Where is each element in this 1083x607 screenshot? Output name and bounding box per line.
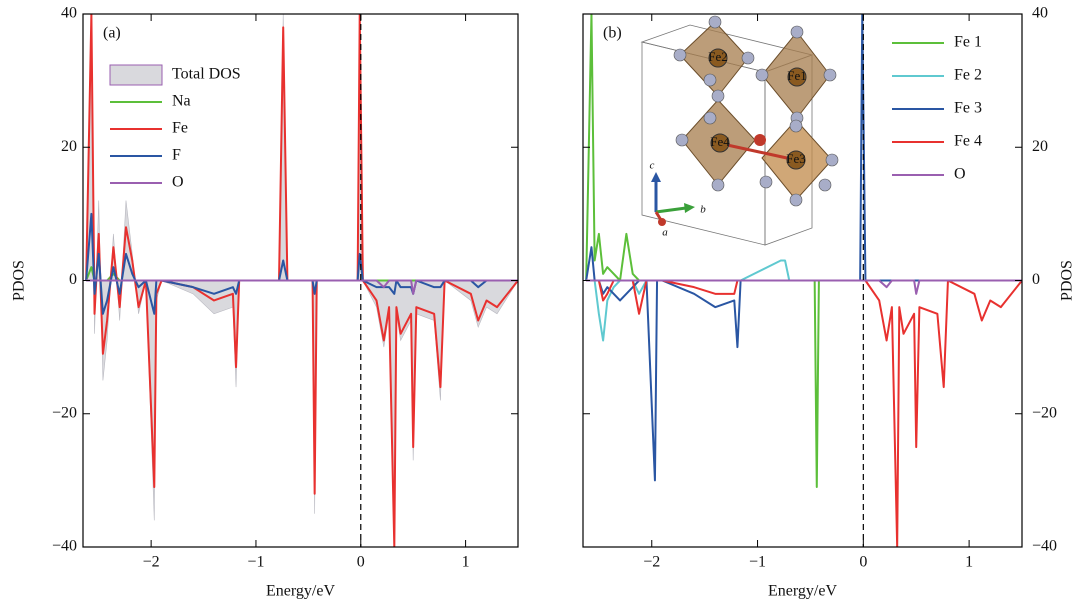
x-axis-label: Energy/eV xyxy=(266,583,335,600)
line xyxy=(86,214,518,314)
legend-label: Fe 4 xyxy=(954,133,982,150)
figure: −2−101−40−2002040Energy/eVPDOS(a)Total D… xyxy=(0,0,1083,607)
atom-label: Fe2 xyxy=(708,49,728,64)
y-axis-label: PDOS xyxy=(1059,260,1076,301)
legend-label: Total DOS xyxy=(172,66,241,83)
line xyxy=(586,261,1022,341)
x-tick-label: 0 xyxy=(357,554,365,571)
atom-label: Fe1 xyxy=(787,68,807,83)
x-axis-label: Energy/eV xyxy=(768,583,837,600)
legend-label: O xyxy=(954,166,966,183)
x-tick-label: −2 xyxy=(143,554,160,571)
atom-label: Fe4 xyxy=(710,134,730,149)
y-tick-label: 0 xyxy=(69,271,77,288)
x-tick-label: 0 xyxy=(859,554,867,571)
legend-label: Na xyxy=(172,93,191,110)
x-tick-label: 1 xyxy=(462,554,470,571)
y-tick-label: 40 xyxy=(61,5,77,22)
legend-label: Fe 2 xyxy=(954,67,982,84)
y-tick-label: −40 xyxy=(52,538,77,555)
y-tick-label: 20 xyxy=(1032,138,1048,155)
legend-swatch xyxy=(110,65,162,85)
atom-label: Fe3 xyxy=(786,151,806,166)
y-tick-label: −20 xyxy=(1032,404,1057,421)
legend-label: O xyxy=(172,174,184,191)
legend-label: Fe 3 xyxy=(954,100,982,117)
axis-label: c xyxy=(650,160,655,172)
line xyxy=(86,267,518,280)
legend-label: Fe xyxy=(172,120,188,137)
axis-label: a xyxy=(662,227,668,239)
y-tick-label: −20 xyxy=(52,404,77,421)
panel-label: (a) xyxy=(103,25,121,42)
x-tick-label: −1 xyxy=(247,554,264,571)
y-tick-label: 0 xyxy=(1032,271,1040,288)
crystal-inset: Fe2 Fe1 Fe4 Fe3 c b a xyxy=(642,16,838,245)
legend-label: F xyxy=(172,147,181,164)
y-axis-label: PDOS xyxy=(11,260,28,301)
x-tick-label: −2 xyxy=(643,554,660,571)
y-tick-label: 40 xyxy=(1032,5,1048,22)
y-tick-label: −40 xyxy=(1032,538,1057,555)
panel-label: (b) xyxy=(603,25,622,42)
plot-area xyxy=(86,14,518,547)
axis-label: b xyxy=(700,204,706,216)
line xyxy=(586,281,1022,294)
y-tick-label: 20 xyxy=(61,138,77,155)
x-tick-label: −1 xyxy=(749,554,766,571)
legend-label: Fe 1 xyxy=(954,34,982,51)
x-tick-label: 1 xyxy=(965,554,973,571)
